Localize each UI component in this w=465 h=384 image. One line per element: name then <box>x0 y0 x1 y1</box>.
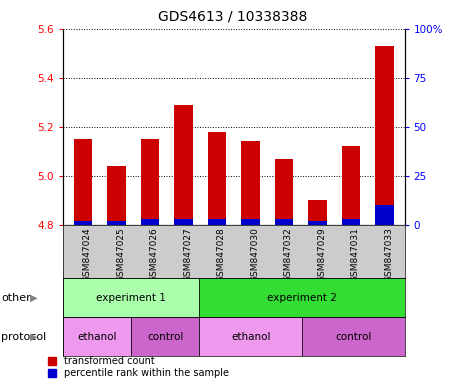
Text: GSM847032: GSM847032 <box>284 227 293 282</box>
Bar <box>73 139 92 225</box>
Bar <box>208 219 226 225</box>
Legend: transformed count, percentile rank within the sample: transformed count, percentile rank withi… <box>46 355 230 379</box>
Text: ▶: ▶ <box>30 331 38 342</box>
Bar <box>342 219 360 225</box>
Text: control: control <box>147 331 184 342</box>
Text: other: other <box>1 293 31 303</box>
Bar <box>63 317 131 356</box>
Text: ethanol: ethanol <box>231 331 271 342</box>
Bar <box>107 166 126 225</box>
Bar <box>208 132 226 225</box>
Bar <box>63 278 199 317</box>
Text: protocol: protocol <box>1 331 46 342</box>
Bar <box>308 200 326 225</box>
Text: GSM847031: GSM847031 <box>351 227 360 282</box>
Text: GSM847024: GSM847024 <box>83 227 92 282</box>
Bar <box>141 139 159 225</box>
Text: GSM847030: GSM847030 <box>251 227 259 282</box>
Bar <box>131 317 199 356</box>
Text: GSM847029: GSM847029 <box>318 227 326 282</box>
Text: GSM847026: GSM847026 <box>150 227 159 282</box>
Bar <box>174 219 193 225</box>
Bar <box>275 219 293 225</box>
Bar <box>275 159 293 225</box>
Text: GDS4613 / 10338388: GDS4613 / 10338388 <box>158 10 307 23</box>
Bar <box>107 221 126 225</box>
Text: GSM847033: GSM847033 <box>385 227 393 282</box>
Bar <box>174 105 193 225</box>
Bar <box>241 219 259 225</box>
Bar <box>375 46 394 225</box>
Text: experiment 1: experiment 1 <box>96 293 166 303</box>
Bar <box>141 219 159 225</box>
Text: ▶: ▶ <box>30 293 38 303</box>
Bar <box>199 317 302 356</box>
Text: experiment 2: experiment 2 <box>267 293 337 303</box>
Bar <box>241 141 259 225</box>
Text: GSM847025: GSM847025 <box>116 227 126 282</box>
Bar <box>375 205 394 225</box>
Bar <box>308 221 326 225</box>
Text: GSM847028: GSM847028 <box>217 227 226 282</box>
Bar <box>199 278 405 317</box>
Text: ethanol: ethanol <box>77 331 117 342</box>
Bar <box>73 221 92 225</box>
Text: GSM847027: GSM847027 <box>183 227 193 282</box>
Bar <box>342 146 360 225</box>
Bar <box>302 317 405 356</box>
Text: control: control <box>335 331 372 342</box>
